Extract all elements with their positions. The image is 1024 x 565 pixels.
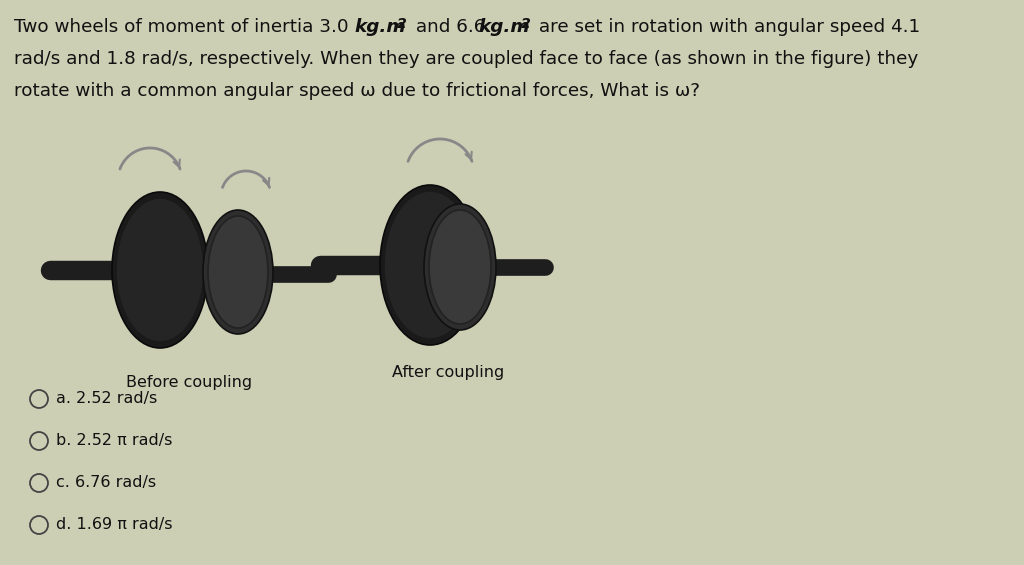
Text: Two wheels of moment of inertia 3.0: Two wheels of moment of inertia 3.0 — [14, 18, 354, 36]
Ellipse shape — [380, 185, 480, 345]
Text: 2: 2 — [397, 17, 407, 31]
Text: c. 6.76 rad/s: c. 6.76 rad/s — [56, 476, 156, 490]
Ellipse shape — [208, 216, 268, 328]
Text: b. 2.52 π rad/s: b. 2.52 π rad/s — [56, 433, 172, 449]
Text: d. 1.69 π rad/s: d. 1.69 π rad/s — [56, 518, 172, 532]
Text: and 6.6: and 6.6 — [410, 18, 492, 36]
Text: 2: 2 — [521, 17, 530, 31]
Text: After coupling: After coupling — [392, 365, 504, 380]
Ellipse shape — [112, 192, 208, 348]
Text: rotate with a common angular speed ω due to frictional forces, What is ω?: rotate with a common angular speed ω due… — [14, 82, 700, 100]
Ellipse shape — [384, 191, 476, 339]
Text: rad/s and 1.8 rad/s, respectively. When they are coupled face to face (as shown : rad/s and 1.8 rad/s, respectively. When … — [14, 50, 919, 68]
Text: are set in rotation with angular speed 4.1: are set in rotation with angular speed 4… — [534, 18, 921, 36]
Text: kg.m: kg.m — [478, 18, 529, 36]
Ellipse shape — [424, 204, 496, 330]
Ellipse shape — [203, 210, 273, 334]
Ellipse shape — [429, 210, 490, 324]
Text: kg.m: kg.m — [354, 18, 406, 36]
Ellipse shape — [116, 198, 204, 342]
Text: Before coupling: Before coupling — [126, 375, 252, 390]
Text: a. 2.52 rad/s: a. 2.52 rad/s — [56, 392, 158, 406]
